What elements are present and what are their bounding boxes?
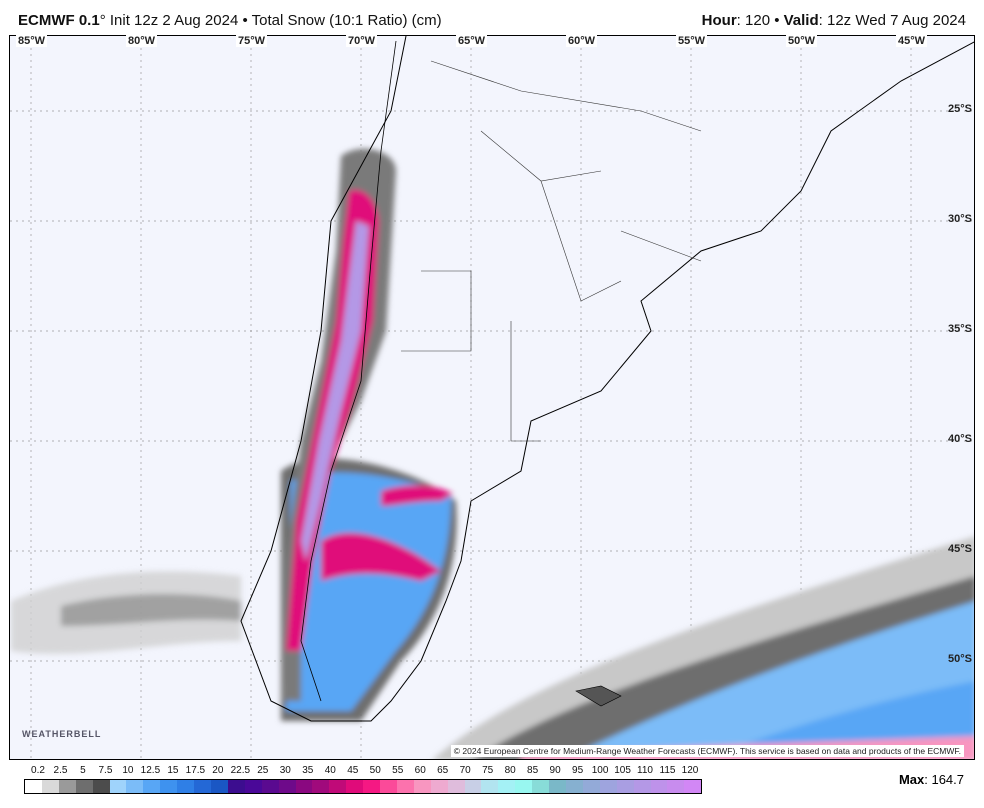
legend-swatch <box>244 780 262 793</box>
legend-tick: 75 <box>482 765 494 776</box>
legend-tick: 115 <box>659 765 676 776</box>
valid-time: Hour: 120 • Valid: 12z Wed 7 Aug 2024 <box>701 12 966 29</box>
legend-swatch <box>295 780 313 793</box>
legend-swatch <box>194 780 211 793</box>
legend-swatch <box>447 780 465 793</box>
legend-tick: 25 <box>257 765 269 776</box>
legend-swatch <box>41 780 59 793</box>
legend-swatch <box>498 780 516 793</box>
country-border <box>300 40 397 702</box>
legend-swatch <box>481 780 499 793</box>
legend-ticks: 0.2 2.5 5 7.5 10 12.5 15 17.5 20 22.5 25 30 35 40 45 50… <box>24 765 700 777</box>
legend-swatch <box>109 780 127 793</box>
legend-swatch <box>25 780 42 793</box>
lon-label: 75°W <box>236 35 268 47</box>
legend-swatch <box>75 780 93 793</box>
legend-swatch <box>549 780 566 793</box>
legend-swatch <box>143 780 161 793</box>
legend-tick: 50 <box>369 765 381 776</box>
lat-label: 35°S <box>948 323 972 335</box>
legend-swatch <box>633 780 651 793</box>
map-title: ECMWF 0.1° Init 12z 2 Aug 2024 • Total S… <box>18 12 442 29</box>
legend-tick: 17.5 <box>185 765 206 776</box>
legend-tick: 2.5 <box>53 765 68 776</box>
coastline <box>240 36 974 722</box>
legend-swatch <box>599 780 617 793</box>
lat-label: 50°S <box>948 653 972 665</box>
legend-tick: 85 <box>527 765 539 776</box>
legend-swatch <box>177 780 195 793</box>
max-value: Max: 164.7 <box>898 772 964 787</box>
legend-swatch <box>346 780 364 793</box>
legend-swatch <box>210 780 228 793</box>
snowfall-map: WEATHERBELL © 2024 European Centre for M… <box>9 35 975 760</box>
lon-label: 60°W <box>566 35 598 47</box>
lon-label: 85°W <box>16 35 48 47</box>
legend-swatch <box>532 780 550 793</box>
legend-tick: 120 <box>681 765 699 776</box>
legend-swatch <box>515 780 533 793</box>
legend-swatch <box>380 780 397 793</box>
legend-swatch <box>650 780 668 793</box>
legend-tick: 45 <box>347 765 359 776</box>
legend-swatch <box>58 780 76 793</box>
legend-tick: 65 <box>437 765 449 776</box>
lat-label: 45°S <box>948 543 972 555</box>
legend-tick: 10 <box>122 765 134 776</box>
lon-label: 55°W <box>676 35 708 47</box>
lat-label: 40°S <box>948 433 972 445</box>
color-legend <box>24 779 702 794</box>
legend-tick: 30 <box>279 765 291 776</box>
legend-swatch <box>160 780 178 793</box>
legend-swatch <box>667 780 685 793</box>
snow-field <box>11 148 974 759</box>
legend-tick: 15 <box>167 765 179 776</box>
legend-tick: 80 <box>504 765 516 776</box>
legend-swatch <box>329 780 347 793</box>
lon-label: 45°W <box>896 35 928 47</box>
legend-swatch <box>126 780 144 793</box>
legend-swatch <box>566 780 583 793</box>
map-canvas <box>10 36 974 759</box>
legend-tick: 12.5 <box>140 765 161 776</box>
lon-label: 50°W <box>786 35 818 47</box>
legend-tick: 55 <box>392 765 404 776</box>
weatherbell-logo: WEATHERBELL <box>22 729 102 739</box>
legend-tick: 100 <box>591 765 609 776</box>
legend-tick: 105 <box>614 765 631 776</box>
lon-label: 80°W <box>126 35 158 47</box>
legend-tick: 20 <box>212 765 224 776</box>
legend-tick: 60 <box>414 765 426 776</box>
legend-swatch <box>582 780 600 793</box>
copyright: © 2024 European Centre for Medium-Range … <box>450 745 964 757</box>
legend-swatch <box>278 780 296 793</box>
legend-tick: 110 <box>637 765 654 776</box>
legend-swatch <box>312 780 330 793</box>
lat-label: 30°S <box>948 213 972 225</box>
legend-swatch <box>464 780 482 793</box>
legend-tick: 22.5 <box>230 765 251 776</box>
legend-swatch <box>616 780 634 793</box>
legend-tick: 70 <box>459 765 471 776</box>
legend-tick: 5 <box>80 765 86 776</box>
legend-swatch <box>413 780 431 793</box>
legend-swatch <box>363 780 381 793</box>
legend-swatch <box>684 780 702 793</box>
legend-tick: 90 <box>549 765 561 776</box>
lon-label: 70°W <box>346 35 378 47</box>
province-borders <box>401 60 702 442</box>
legend-tick: 0.2 <box>31 765 45 776</box>
lon-label: 65°W <box>456 35 488 47</box>
legend-tick: 95 <box>572 765 584 776</box>
lat-label: 25°S <box>948 103 972 115</box>
legend-swatch <box>396 780 414 793</box>
legend-swatch <box>227 780 245 793</box>
legend-tick: 7.5 <box>98 765 113 776</box>
legend-tick: 40 <box>324 765 336 776</box>
legend-tick: 35 <box>302 765 314 776</box>
legend-swatch <box>430 780 448 793</box>
legend-swatch <box>92 780 110 793</box>
falkland-islands <box>575 685 622 707</box>
legend-swatch <box>261 780 279 793</box>
